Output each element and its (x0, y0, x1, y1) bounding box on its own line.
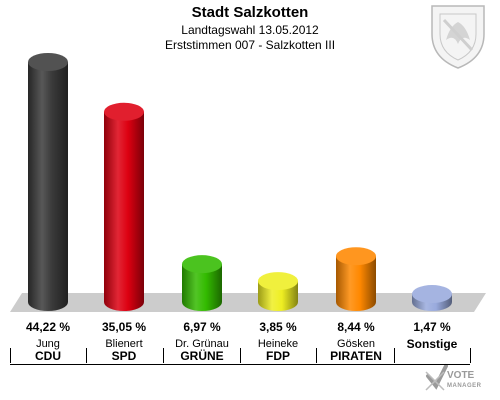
value-label: 35,05 % (101, 320, 147, 334)
candidate-label: Gösken (337, 338, 375, 350)
category-separator (394, 348, 395, 363)
logo-line2: MANAGER (447, 383, 482, 389)
value-label: 1,47 % (413, 320, 451, 334)
logo-line1: VOTE (447, 370, 475, 381)
category-separator (316, 348, 317, 363)
bar-cdu (28, 53, 68, 311)
bar-top (412, 285, 452, 304)
category-separator (163, 348, 164, 363)
bar-body (182, 264, 222, 311)
category-separator (10, 348, 11, 363)
party-label: FDP (266, 349, 290, 363)
bar-body (104, 111, 144, 311)
bar-spd (104, 102, 144, 311)
candidate-label: Blienert (105, 338, 143, 350)
bar-body (28, 62, 68, 311)
value-label: 44,22 % (25, 320, 71, 334)
category-separator (470, 348, 471, 363)
bar-body (336, 256, 376, 311)
category-baseline (10, 364, 470, 365)
party-label: CDU (35, 349, 61, 363)
category-separator (86, 348, 87, 363)
bar-top (336, 247, 376, 266)
value-label: 8,44 % (337, 320, 375, 334)
candidate-label: Heineke (257, 338, 299, 350)
bar-fdp (258, 272, 298, 311)
value-label: 3,85 % (259, 320, 297, 334)
bar-top (104, 102, 144, 121)
party-label: GRÜNE (180, 349, 224, 363)
vote-manager-logo-icon (425, 364, 448, 391)
value-label: 6,97 % (183, 320, 221, 334)
election-subtitle: Landtagswahl 13.05.2012 (181, 23, 319, 37)
bar-top (28, 53, 68, 71)
party-label: Sonstige (406, 337, 458, 351)
page-title: Stadt Salzkotten (191, 4, 309, 21)
party-label: PIRATEN (330, 349, 382, 363)
bar-top (258, 272, 298, 291)
bars-group (28, 53, 452, 311)
bar-piraten (336, 247, 376, 311)
coat-of-arms-icon (431, 5, 485, 69)
category-separator (240, 348, 241, 363)
bar-top (182, 255, 222, 274)
bar-gr-ne (182, 255, 222, 311)
bar-sonstige (412, 285, 452, 311)
district-subtitle: Erststimmen 007 - Salzkotten III (164, 38, 336, 52)
candidate-label: Jung (36, 338, 60, 350)
party-label: SPD (111, 349, 137, 363)
candidate-label: Dr. Grünau (175, 338, 229, 350)
vote-manager-logo: VOTE MANAGER (447, 371, 482, 391)
